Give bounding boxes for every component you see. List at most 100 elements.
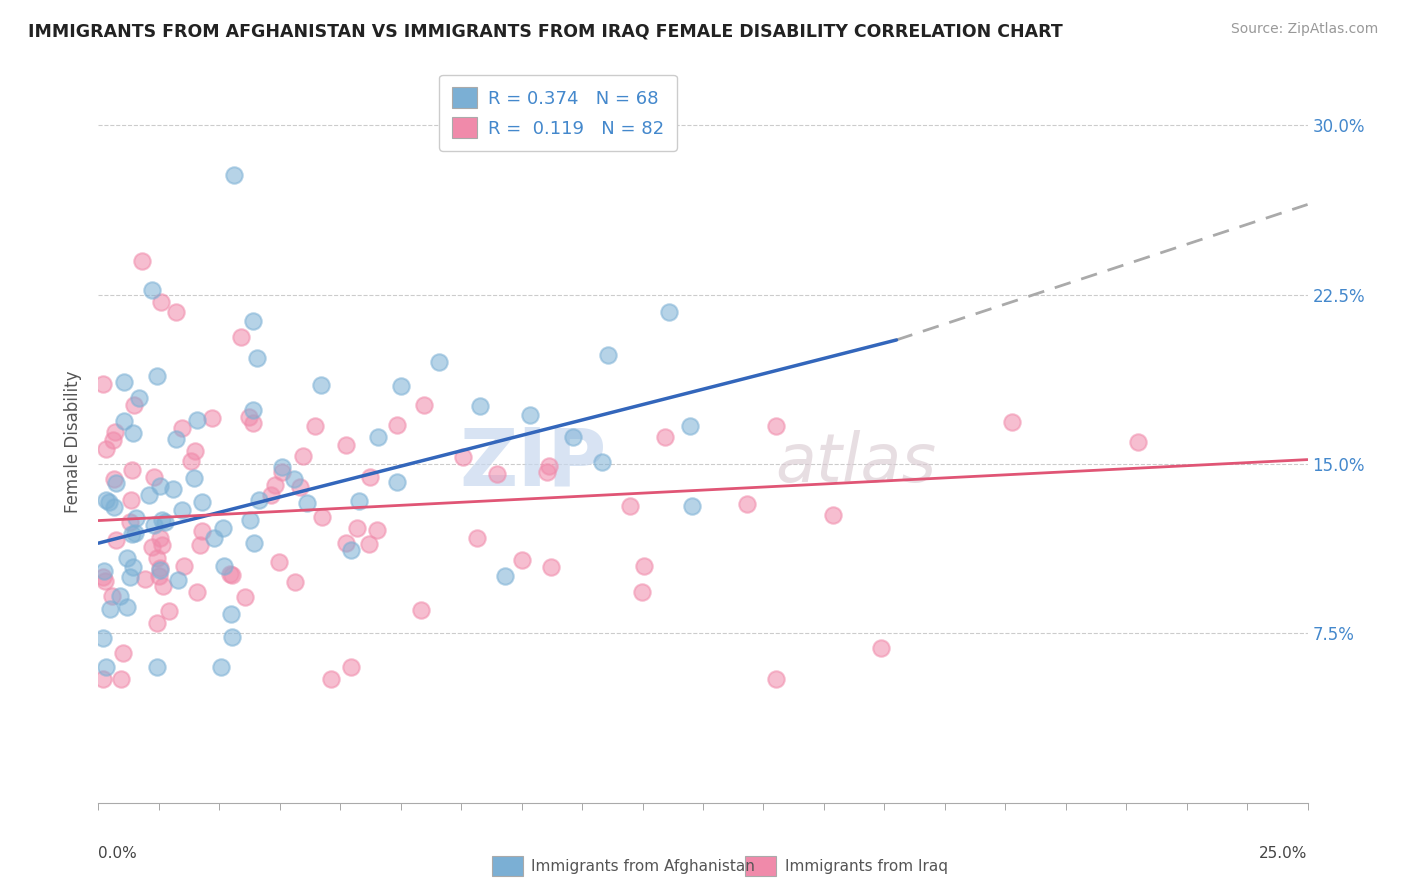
Point <box>409 602 432 616</box>
Point <box>143 518 166 533</box>
Point <box>180 453 202 467</box>
Point <box>633 558 655 573</box>
Text: IMMIGRANTS FROM AFGHANISTAN VS IMMIGRANTS FROM IRAQ FEMALE DISABILITY CORRELATIO: IMMIGRANTS FROM AFGHANISTAN VS IMMIGRANT… <box>28 22 1063 40</box>
Point <box>270 465 292 479</box>
Point <box>596 348 619 362</box>
Point <box>209 660 232 674</box>
Point <box>385 475 408 489</box>
Point <box>319 672 342 686</box>
Point <box>110 672 132 686</box>
Point <box>654 429 676 443</box>
Point <box>150 294 173 309</box>
Point <box>681 499 703 513</box>
Point <box>284 574 307 589</box>
Text: Immigrants from Afghanistan: Immigrants from Afghanistan <box>531 859 755 873</box>
Point <box>536 466 558 480</box>
Point <box>494 568 516 582</box>
Point <box>112 414 135 428</box>
Point <box>186 585 208 599</box>
Point <box>291 449 314 463</box>
Point <box>153 515 176 529</box>
Text: 25.0%: 25.0% <box>1260 847 1308 861</box>
Point <box>290 480 312 494</box>
Point <box>120 569 142 583</box>
Point <box>335 437 357 451</box>
Point <box>366 523 388 537</box>
Point <box>222 168 245 182</box>
Point <box>510 552 533 566</box>
Point <box>128 391 150 405</box>
Point <box>122 398 145 412</box>
Point <box>200 411 222 425</box>
Point <box>214 558 236 573</box>
Point <box>242 403 264 417</box>
Point <box>173 559 195 574</box>
Point <box>165 305 187 319</box>
Point <box>149 479 172 493</box>
Point <box>183 471 205 485</box>
Point <box>100 589 122 603</box>
Point <box>219 607 242 621</box>
Point <box>211 520 233 534</box>
Point <box>821 508 844 523</box>
Point <box>242 416 264 430</box>
Point <box>427 354 450 368</box>
Point <box>295 496 318 510</box>
Point <box>120 493 142 508</box>
Text: Immigrants from Iraq: Immigrants from Iraq <box>785 859 948 873</box>
Point <box>104 533 127 548</box>
Point <box>104 475 127 490</box>
Point <box>468 399 491 413</box>
Point <box>93 564 115 578</box>
Point <box>191 524 214 539</box>
Point <box>157 604 180 618</box>
Point <box>233 591 256 605</box>
Point <box>229 330 252 344</box>
Point <box>219 566 242 581</box>
Point <box>94 574 117 589</box>
Point <box>389 379 412 393</box>
Text: 0.0%: 0.0% <box>98 847 138 861</box>
Point <box>96 492 118 507</box>
Point <box>149 564 172 578</box>
Point <box>91 632 114 646</box>
Point <box>172 421 194 435</box>
Point <box>465 532 488 546</box>
Point <box>166 573 188 587</box>
Point <box>188 538 211 552</box>
Point <box>91 570 114 584</box>
Point <box>104 425 127 439</box>
Point <box>101 433 124 447</box>
Point <box>340 543 363 558</box>
Point <box>112 375 135 389</box>
Point <box>170 502 193 516</box>
Point <box>190 495 212 509</box>
Point <box>679 418 702 433</box>
Point <box>146 660 169 674</box>
Point <box>246 351 269 365</box>
Point <box>304 418 326 433</box>
Point <box>110 589 132 603</box>
Point <box>765 672 787 686</box>
Point <box>243 536 266 550</box>
Point <box>141 283 163 297</box>
Point <box>1128 434 1150 449</box>
Point <box>1000 415 1022 429</box>
Point <box>115 600 138 615</box>
Point <box>122 559 145 574</box>
Point <box>103 500 125 515</box>
Point <box>519 409 541 423</box>
Point <box>311 510 333 524</box>
Point <box>271 459 294 474</box>
Point <box>96 442 118 456</box>
Point <box>124 526 146 541</box>
Point <box>131 253 153 268</box>
Legend: R = 0.374   N = 68, R =  0.119   N = 82: R = 0.374 N = 68, R = 0.119 N = 82 <box>439 75 676 151</box>
Point <box>346 521 368 535</box>
Point <box>385 418 408 433</box>
Point <box>138 488 160 502</box>
Point <box>152 579 174 593</box>
Point <box>111 646 134 660</box>
Point <box>619 499 641 513</box>
Point <box>242 313 264 327</box>
